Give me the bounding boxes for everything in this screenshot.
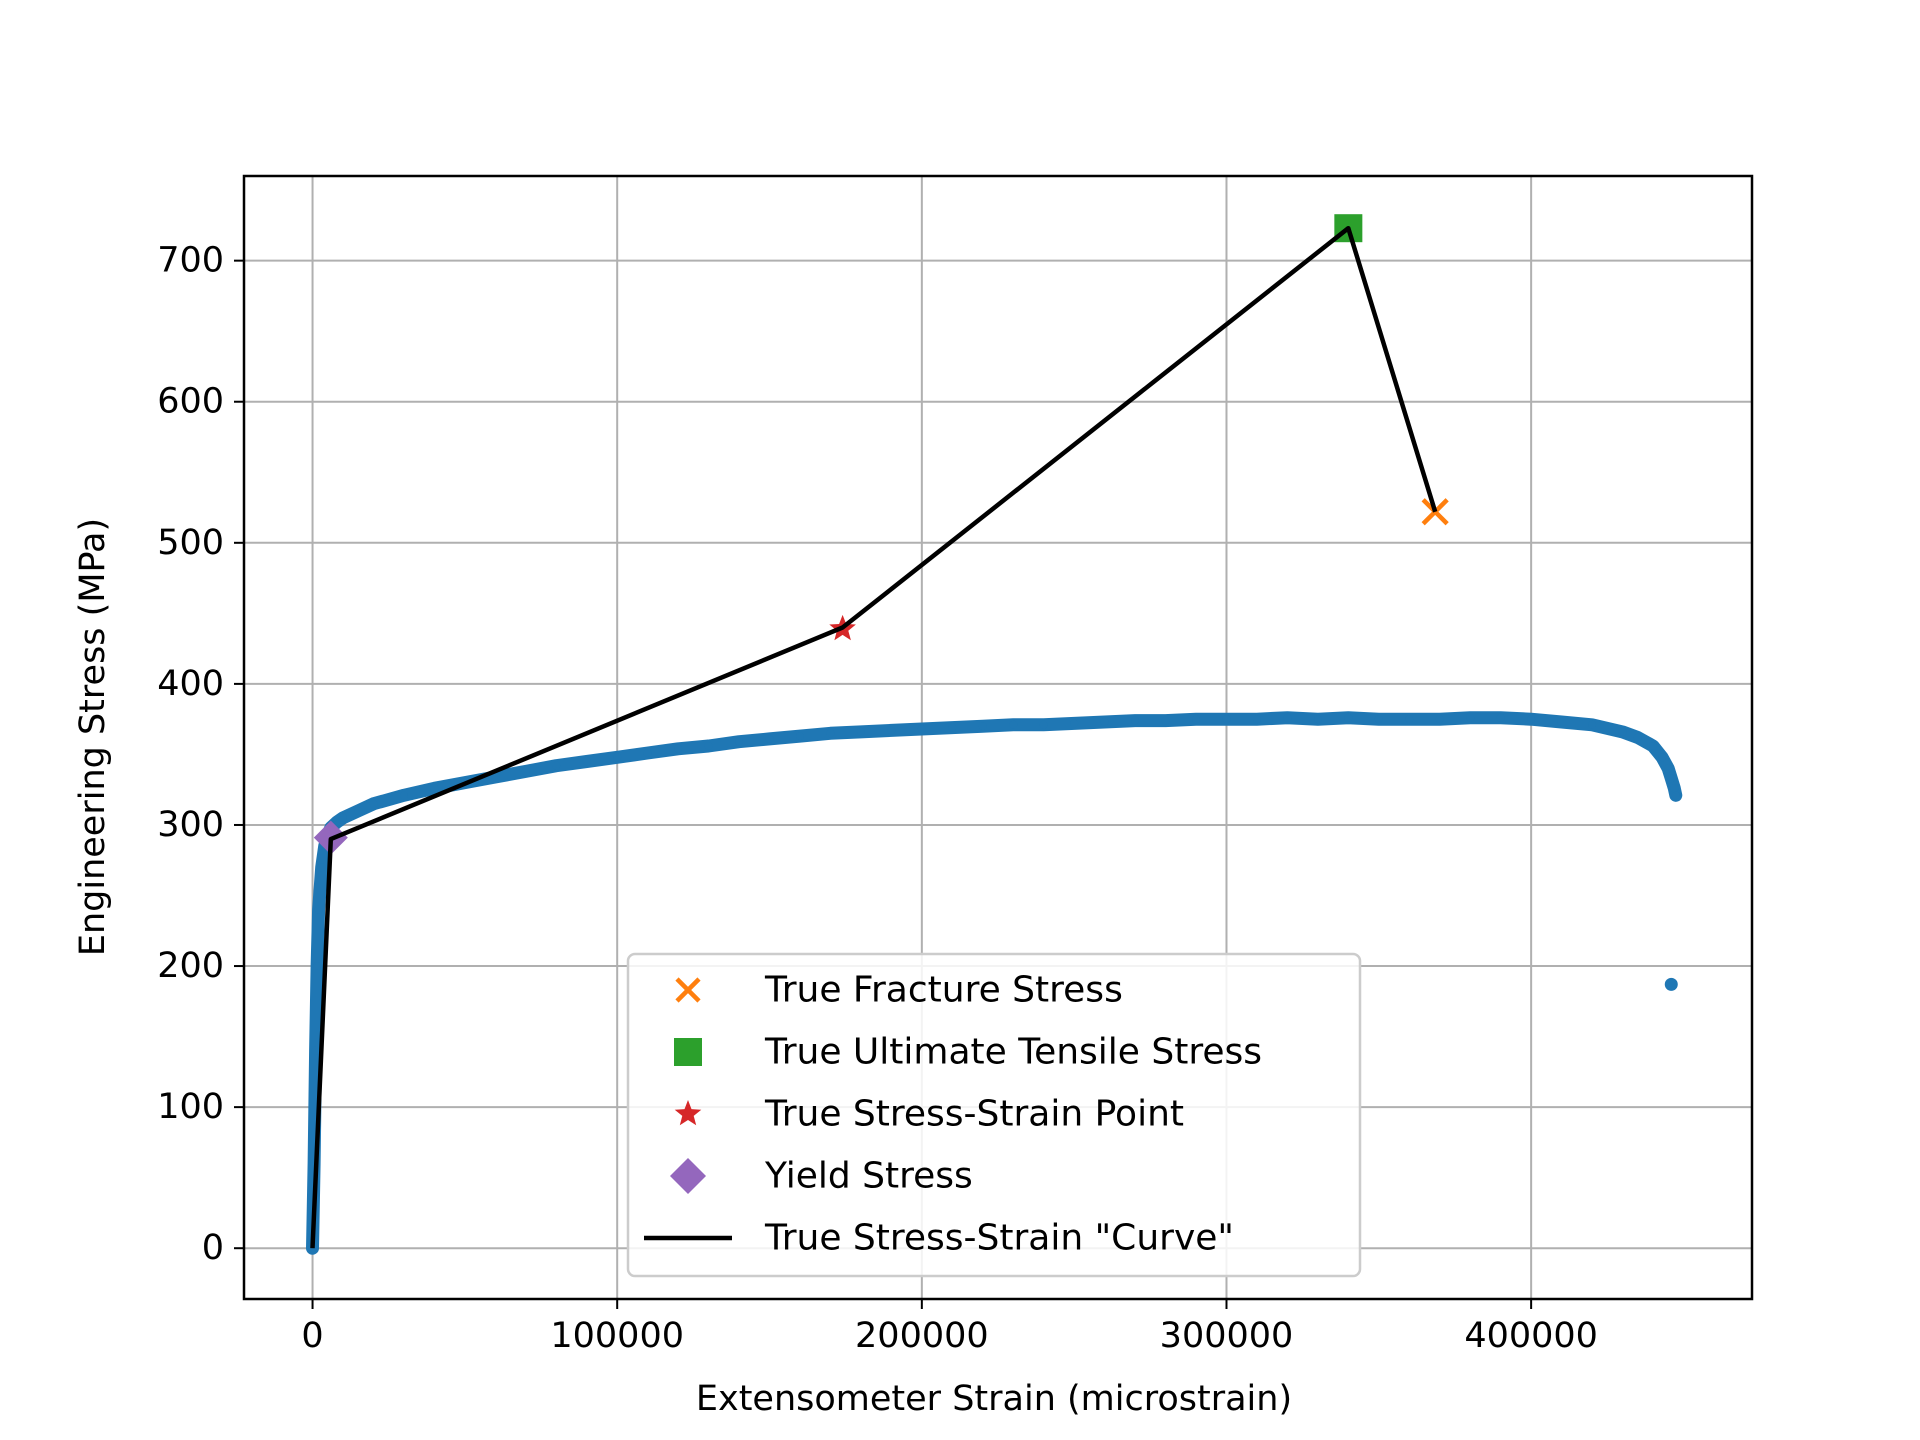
x-tick-label: 400000 — [1464, 1316, 1598, 1356]
engineering-data-point — [1496, 713, 1505, 722]
engineering-data-point — [643, 749, 652, 758]
engineering-data-point — [765, 734, 774, 743]
legend-label-curve: True Stress-Strain "Curve" — [764, 1218, 1234, 1259]
y-tick-label: 0 — [202, 1228, 224, 1268]
engineering-data-point — [1557, 717, 1566, 726]
y-tick-label: 300 — [157, 805, 224, 845]
engineering-data-point — [313, 962, 322, 971]
y-axis-label: Engineering Stress (MPa) — [73, 518, 113, 956]
legend-label-true-point: True Stress-Strain Point — [764, 1094, 1184, 1135]
engineering-data-point — [1667, 774, 1676, 783]
legend-marker-true-point — [674, 1100, 702, 1126]
legend-marker-fracture — [675, 977, 701, 1003]
engineering-data-point — [1664, 764, 1673, 773]
engineering-data-point — [1070, 719, 1079, 728]
x-axis-label: Extensometer Strain (microstrain) — [696, 1379, 1292, 1419]
engineering-data-point — [1283, 713, 1292, 722]
true-curve-line — [310, 225, 1438, 1249]
x-tick-label: 0 — [301, 1316, 323, 1356]
legend-marker-yield — [670, 1158, 706, 1194]
engineering-data-point — [399, 791, 408, 800]
engineering-data-point — [795, 732, 804, 741]
engineering-data-point — [332, 818, 341, 827]
grid — [244, 176, 1752, 1299]
engineering-data-point — [311, 1046, 320, 1055]
engineering-data-point — [1405, 715, 1414, 724]
engineering-data-point — [978, 722, 987, 731]
engineering-data-point — [887, 726, 896, 735]
engineering-data-point — [1527, 715, 1536, 724]
engineering-data-point — [430, 784, 439, 793]
plot-series — [306, 214, 1683, 1255]
engineering-outlier-point — [1664, 977, 1678, 991]
engineering-data-point — [917, 725, 926, 734]
engineering-data-point — [1192, 715, 1201, 724]
engineering-data-point — [1435, 715, 1444, 724]
legend-box — [626, 952, 1362, 1278]
engineering-data-point — [948, 723, 957, 732]
plot-frame — [242, 174, 1754, 1301]
engineering-data-point — [1633, 733, 1642, 742]
engineering-data-point — [613, 753, 622, 762]
y-tick-label: 100 — [157, 1087, 224, 1127]
engineering-data-point — [317, 863, 326, 872]
engineering-data-point — [1009, 720, 1018, 729]
engineering-data-point — [369, 799, 378, 808]
engineering-data-point — [856, 727, 865, 736]
legend-marker-uts — [674, 1038, 702, 1066]
legend: True Fracture Stress True Ultimate Tensi… — [626, 952, 1362, 1278]
engineering-data-point — [339, 813, 348, 822]
engineering-data-point — [1100, 717, 1109, 726]
legend-marker-fracture-stroke-b — [675, 977, 701, 1003]
engineering-data-point — [314, 905, 323, 914]
x-tick-label: 300000 — [1160, 1316, 1294, 1356]
engineering-data-point — [735, 737, 744, 746]
engineering-data-point — [491, 773, 500, 782]
engineering-data-point — [1618, 727, 1627, 736]
legend-label-yield: Yield Stress — [764, 1156, 973, 1197]
y-tick-label: 200 — [157, 946, 224, 986]
engineering-data-point — [1039, 720, 1048, 729]
y-tick-label: 400 — [157, 664, 224, 704]
engineering-data-point — [674, 744, 683, 753]
engineering-data-point — [521, 767, 530, 776]
engineering-data-point — [1588, 720, 1597, 729]
legend-label-fracture: True Fracture Stress — [764, 970, 1123, 1011]
x-tick-label: 200000 — [855, 1316, 989, 1356]
engineering-data-point — [1222, 715, 1231, 724]
axis-ticks: 0 100000 200000 300000 400000 0 100 200 300 400 50… — [157, 241, 1598, 1356]
engineering-data-point — [826, 729, 835, 738]
engineering-data-point — [354, 806, 363, 815]
engineering-data-point — [1131, 716, 1140, 725]
engineering-data-point — [704, 741, 713, 750]
legend-markers — [644, 977, 732, 1241]
engineering-data-point — [1313, 715, 1322, 724]
y-tick-label: 500 — [157, 523, 224, 563]
x-tick-label: 100000 — [550, 1316, 684, 1356]
engineering-data-point — [1374, 715, 1383, 724]
engineering-data-point — [1658, 753, 1667, 762]
engineering-data-point — [1344, 713, 1353, 722]
y-tick-label: 600 — [157, 382, 224, 422]
legend-label-uts: True Ultimate Tensile Stress — [764, 1032, 1262, 1073]
engineering-data-point — [1671, 791, 1680, 800]
y-tick-label: 700 — [157, 241, 224, 281]
engineering-data-point — [1466, 713, 1475, 722]
engineering-data-point — [1161, 716, 1170, 725]
engineering-data-point — [582, 757, 591, 766]
engineering-data-point — [1670, 784, 1679, 793]
engineering-data-point — [552, 761, 561, 770]
engineering-data-point — [1252, 715, 1261, 724]
engineering-data-point — [1648, 741, 1657, 750]
